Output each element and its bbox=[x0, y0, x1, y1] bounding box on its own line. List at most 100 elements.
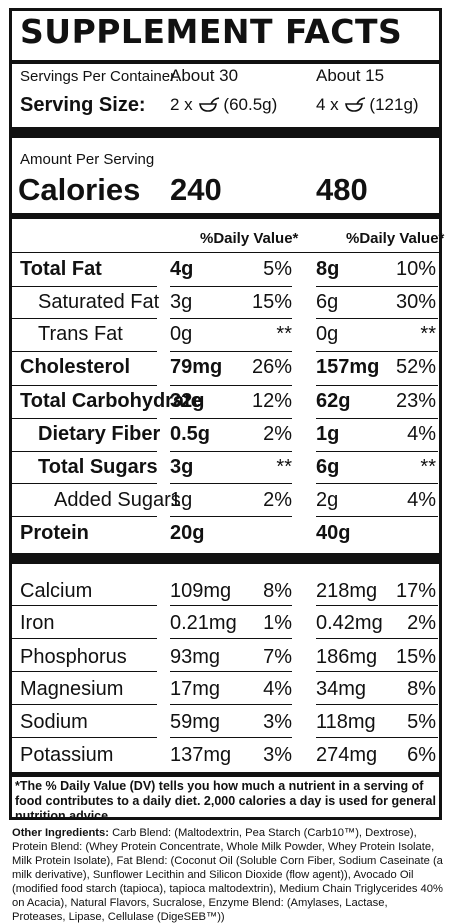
servings-per-container-2: About 15 bbox=[316, 66, 385, 85]
nutrient-amount-2: 157mg bbox=[316, 356, 380, 378]
nutrient-dv-2: 10% bbox=[395, 258, 436, 280]
row-divider bbox=[316, 351, 438, 352]
row-divider bbox=[12, 351, 157, 352]
row-divider bbox=[170, 385, 292, 386]
nutrient-name: Total Fat bbox=[20, 258, 102, 280]
row-divider bbox=[12, 605, 157, 606]
nutrient-amount-1: 3g bbox=[170, 456, 194, 478]
mineral-dv-1: 1% bbox=[263, 612, 292, 634]
nutrient-amount-1: 3g bbox=[170, 291, 193, 313]
row-divider bbox=[170, 737, 292, 738]
row-divider bbox=[12, 671, 157, 672]
row-divider bbox=[170, 516, 292, 517]
mineral-dv-1: 3% bbox=[263, 744, 292, 766]
row-divider bbox=[12, 737, 157, 738]
dv-header-2: %Daily Value* bbox=[346, 230, 445, 247]
nutrient-amount-1: 20g bbox=[170, 522, 205, 544]
row-divider bbox=[12, 451, 157, 452]
mineral-name: Sodium bbox=[20, 711, 88, 733]
row-divider bbox=[316, 252, 438, 253]
serving-size-2: 4 x (121g) bbox=[316, 95, 419, 118]
mineral-amount-1: 109mg bbox=[170, 580, 232, 602]
nutrient-amount-1: 0g bbox=[170, 323, 193, 345]
serving-size-label: Serving Size: bbox=[20, 94, 146, 116]
row-divider bbox=[12, 483, 157, 484]
other-ingredients-text: Carb Blend: (Maltodextrin, Pea Starch (C… bbox=[12, 827, 443, 923]
nutrient-amount-2: 62g bbox=[316, 390, 351, 412]
label-title: SUPPLEMENT FACTS bbox=[20, 12, 403, 51]
row-divider bbox=[170, 704, 292, 705]
nutrient-amount-1: 79mg bbox=[170, 356, 223, 378]
nutrient-dv-1: 2% bbox=[263, 423, 292, 445]
mineral-name: Potassium bbox=[20, 744, 114, 766]
mineral-amount-1: 137mg bbox=[170, 744, 232, 766]
row-divider bbox=[12, 638, 157, 639]
nutrient-dv-1: ** bbox=[276, 456, 292, 478]
row-divider bbox=[170, 671, 292, 672]
nutrient-name: Added Sugars bbox=[54, 489, 181, 511]
row-divider bbox=[316, 704, 438, 705]
nutrient-name: Total Sugars bbox=[38, 456, 158, 478]
row-divider bbox=[316, 516, 438, 517]
thick-rule-3 bbox=[12, 553, 442, 564]
calories-value-2: 480 bbox=[316, 172, 368, 207]
nutrient-name: Cholesterol bbox=[20, 356, 131, 378]
other-ingredients: Other Ingredients: Carb Blend: (Maltodex… bbox=[12, 826, 444, 924]
mineral-dv-2: 17% bbox=[395, 580, 436, 602]
nutrient-dv-2: 30% bbox=[395, 291, 436, 313]
mineral-dv-1: 8% bbox=[263, 580, 292, 602]
row-divider bbox=[170, 638, 292, 639]
thick-rule-2 bbox=[12, 213, 442, 219]
row-divider bbox=[170, 451, 292, 452]
row-divider bbox=[12, 418, 157, 419]
mineral-amount-2: 0.42mg bbox=[316, 612, 383, 634]
nutrient-dv-2: ** bbox=[420, 456, 436, 478]
mineral-dv-1: 3% bbox=[263, 711, 292, 733]
row-divider bbox=[170, 483, 292, 484]
mineral-dv-2: 5% bbox=[407, 711, 436, 733]
mineral-amount-2: 274mg bbox=[316, 744, 378, 766]
scoop-icon bbox=[199, 97, 221, 118]
mineral-name: Phosphorus bbox=[20, 646, 127, 668]
nutrient-dv-1: 5% bbox=[263, 258, 292, 280]
mineral-dv-2: 8% bbox=[407, 678, 436, 700]
row-divider bbox=[316, 418, 438, 419]
row-divider bbox=[12, 704, 157, 705]
facts-panel-border bbox=[9, 8, 442, 820]
row-divider bbox=[316, 318, 438, 319]
row-divider bbox=[170, 351, 292, 352]
nutrient-amount-2: 1g bbox=[316, 423, 340, 445]
nutrient-dv-2: ** bbox=[420, 323, 436, 345]
row-divider bbox=[316, 638, 438, 639]
mineral-amount-1: 93mg bbox=[170, 646, 221, 668]
row-divider bbox=[12, 318, 157, 319]
servings-per-container-1: About 30 bbox=[170, 66, 239, 85]
nutrient-name: Dietary Fiber bbox=[38, 423, 161, 445]
mineral-amount-2: 118mg bbox=[316, 711, 376, 733]
mineral-dv-2: 15% bbox=[395, 646, 436, 668]
daily-value-footnote: *The % Daily Value (DV) tells you how mu… bbox=[15, 779, 436, 823]
row-divider bbox=[170, 286, 292, 287]
mineral-amount-1: 17mg bbox=[170, 678, 221, 700]
row-divider bbox=[316, 286, 438, 287]
calories-label: Calories bbox=[18, 172, 141, 207]
amount-per-serving-label: Amount Per Serving bbox=[20, 151, 155, 168]
row-divider bbox=[170, 605, 292, 606]
row-divider bbox=[316, 385, 438, 386]
nutrient-amount-2: 0g bbox=[316, 323, 339, 345]
nutrient-dv-1: 12% bbox=[251, 390, 292, 412]
nutrient-dv-1: 15% bbox=[251, 291, 292, 313]
mineral-dv-1: 7% bbox=[263, 646, 292, 668]
row-divider bbox=[170, 252, 292, 253]
nutrient-amount-1: 4g bbox=[170, 258, 194, 280]
nutrient-amount-1: 32g bbox=[170, 390, 205, 412]
scoop-icon bbox=[345, 97, 367, 118]
nutrient-name: Trans Fat bbox=[38, 323, 123, 345]
nutrient-name: Saturated Fat bbox=[38, 291, 160, 313]
mineral-dv-2: 2% bbox=[407, 612, 436, 634]
mineral-amount-2: 186mg bbox=[316, 646, 378, 668]
mineral-dv-1: 4% bbox=[263, 678, 292, 700]
other-ingredients-label: Other Ingredients: bbox=[12, 827, 109, 839]
nutrient-name: Total Carbohydrate bbox=[20, 390, 202, 412]
